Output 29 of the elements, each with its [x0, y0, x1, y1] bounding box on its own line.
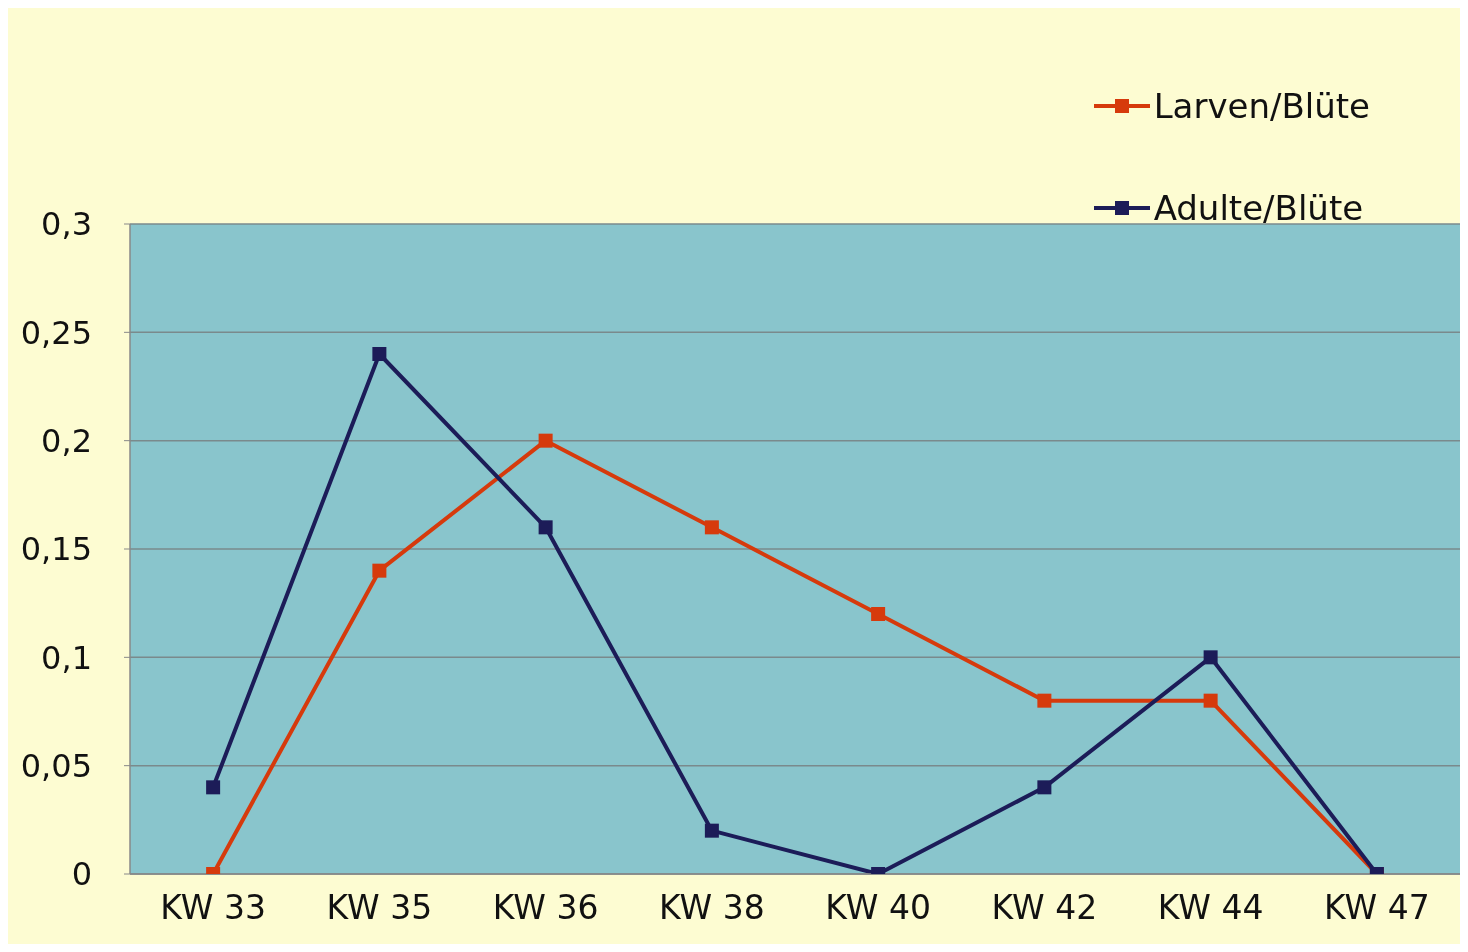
point	[538, 520, 553, 535]
y-tick-label: 0	[71, 855, 92, 894]
point	[704, 823, 719, 838]
y-tick-label: 0,25	[20, 313, 92, 352]
point	[1203, 650, 1218, 665]
y-tick-label: 0,3	[41, 205, 92, 244]
point	[1037, 780, 1052, 795]
point	[206, 780, 221, 795]
y-tick-label: 0,15	[20, 530, 92, 569]
point	[704, 520, 719, 535]
x-tick-label: KW 38	[659, 888, 765, 928]
y-tick-label: 0,2	[41, 422, 92, 461]
point	[538, 433, 553, 448]
legend-label: Larven/Blüte	[1153, 86, 1370, 126]
x-tick-label: KW 42	[991, 888, 1098, 928]
y-tick-label: 0,05	[20, 747, 92, 786]
point	[372, 563, 387, 578]
x-tick-label: KW 36	[492, 888, 599, 928]
x-tick-label: KW 47	[1324, 888, 1430, 928]
point	[372, 347, 387, 361]
x-tick-label: KW 40	[825, 888, 931, 928]
y-tick-label: 0,1	[41, 638, 92, 677]
point	[1037, 693, 1052, 708]
point	[1203, 693, 1218, 708]
legend-label: Adulte/Blüte	[1153, 188, 1364, 228]
x-tick-label: KW 35	[326, 888, 433, 928]
x-tick-label: KW 33	[160, 888, 266, 928]
x-tick-label: KW 44	[1157, 888, 1264, 928]
point	[871, 607, 886, 621]
